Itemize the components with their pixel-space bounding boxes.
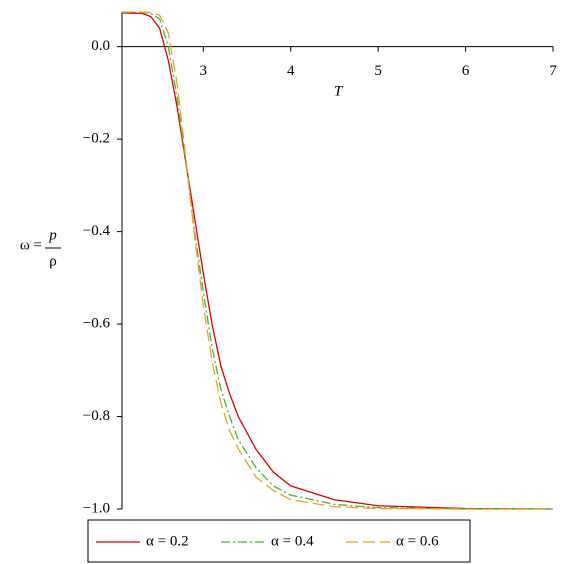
y-tick-label: 0.0 bbox=[91, 38, 110, 54]
series-line bbox=[121, 12, 554, 510]
y-label-lhs: ω = bbox=[20, 237, 42, 253]
x-tick-label: 3 bbox=[200, 63, 208, 79]
x-label: T bbox=[334, 83, 344, 99]
series-line bbox=[122, 11, 553, 510]
series-line bbox=[122, 11, 553, 510]
y-tick-label: −1.0 bbox=[83, 500, 110, 516]
y-tick-label: −0.6 bbox=[83, 316, 111, 332]
legend-label: α = 0.4 bbox=[271, 533, 314, 549]
x-tick-label: 6 bbox=[462, 63, 470, 79]
y-label-denominator: ρ bbox=[49, 253, 57, 269]
x-tick-label: 5 bbox=[374, 63, 382, 79]
y-label-numerator: p bbox=[48, 227, 57, 243]
y-tick-label: −0.4 bbox=[83, 223, 111, 239]
legend-label: α = 0.2 bbox=[146, 533, 189, 549]
legend-label: α = 0.6 bbox=[396, 533, 439, 549]
y-tick-label: −0.2 bbox=[83, 131, 110, 147]
x-tick-label: 4 bbox=[287, 63, 295, 79]
y-tick-label: −0.8 bbox=[83, 408, 110, 424]
x-tick-label: 7 bbox=[549, 63, 557, 79]
legend-box bbox=[87, 519, 471, 563]
